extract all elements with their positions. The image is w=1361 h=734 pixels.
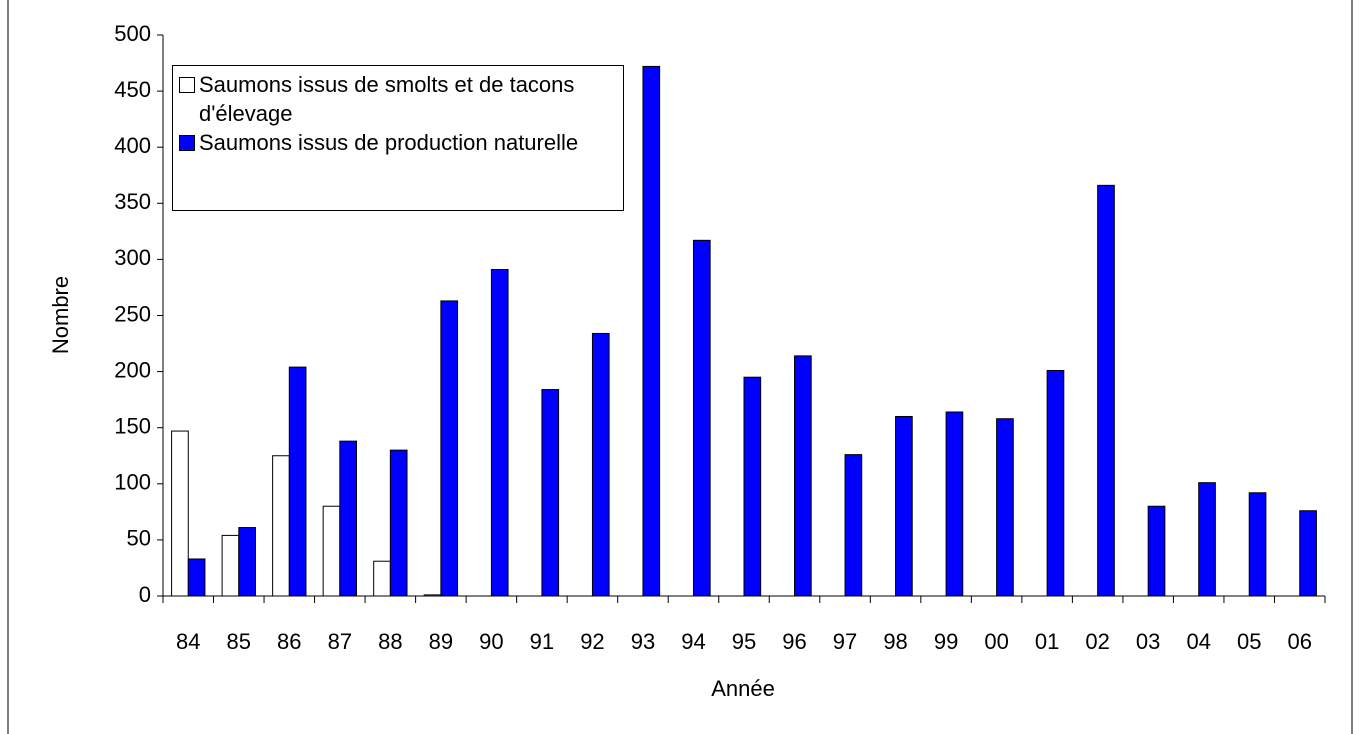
x-tick-label: 00 <box>984 629 1008 654</box>
y-tick-label: 500 <box>114 21 151 46</box>
y-tick-label: 0 <box>139 582 151 607</box>
x-tick-label: 93 <box>631 629 655 654</box>
bar <box>187 558 206 597</box>
y-tick-label: 400 <box>114 133 151 158</box>
x-tick-label: 03 <box>1136 629 1160 654</box>
bar <box>642 65 661 597</box>
x-tick-label: 86 <box>277 629 301 654</box>
legend-swatch <box>179 77 195 93</box>
bar <box>339 440 357 597</box>
x-tick-label: 02 <box>1085 629 1109 654</box>
bar <box>895 415 913 597</box>
bar <box>692 239 711 597</box>
legend-swatch <box>179 135 195 151</box>
y-tick-label: 350 <box>114 189 151 214</box>
x-tick-label: 92 <box>580 629 604 654</box>
y-tick-label: 150 <box>114 414 151 439</box>
legend-entry: Saumons issus de production naturelle <box>179 128 617 157</box>
x-tick-label: 97 <box>833 629 857 654</box>
bar <box>1198 482 1216 597</box>
bar <box>171 430 189 597</box>
bar <box>996 418 1014 597</box>
x-tick-label: 99 <box>934 629 958 654</box>
bar <box>221 534 240 597</box>
bar <box>591 332 610 597</box>
x-tick-label: 96 <box>782 629 806 654</box>
y-tick-label: 50 <box>127 526 151 551</box>
x-tick-label: 94 <box>681 629 705 654</box>
x-tick-label: 04 <box>1186 629 1210 654</box>
bar <box>423 594 442 597</box>
bar <box>1097 184 1115 597</box>
x-tick-label: 85 <box>227 629 251 654</box>
x-tick-label: 91 <box>530 629 554 654</box>
bar <box>844 454 863 597</box>
x-tick-label: 06 <box>1287 629 1311 654</box>
bar <box>1046 369 1065 597</box>
x-tick-label: 01 <box>1035 629 1059 654</box>
bar <box>490 268 509 597</box>
y-tick-label: 300 <box>114 245 151 270</box>
y-tick-label: 200 <box>114 357 151 382</box>
x-tick-label: 87 <box>328 629 352 654</box>
x-tick-label: 84 <box>176 629 200 654</box>
x-tick-label: 90 <box>479 629 503 654</box>
x-tick-label: 88 <box>378 629 402 654</box>
bar <box>1248 492 1267 597</box>
bar <box>794 355 812 597</box>
legend-label: Saumons issus de production naturelle <box>199 130 579 155</box>
bar <box>440 300 459 597</box>
y-axis-label: Nombre <box>48 276 73 354</box>
y-tick-label: 250 <box>114 301 151 326</box>
y-tick-label: 450 <box>114 77 151 102</box>
x-tick-label: 89 <box>429 629 453 654</box>
x-tick-label: 05 <box>1237 629 1261 654</box>
bar <box>945 411 964 597</box>
x-tick-label: 98 <box>883 629 907 654</box>
bar <box>389 449 408 597</box>
bar <box>272 455 290 597</box>
bar <box>541 389 560 597</box>
bar <box>743 376 762 597</box>
x-tick-label: 95 <box>732 629 756 654</box>
bar <box>1299 510 1317 597</box>
y-tick-label: 100 <box>114 470 151 495</box>
bar <box>238 527 256 597</box>
bar <box>288 366 307 597</box>
bar <box>1147 505 1166 597</box>
legend-entry: Saumons issus de smolts et de tacons d'é… <box>179 70 617 128</box>
bar <box>322 505 341 597</box>
x-axis-label: Année <box>711 676 775 701</box>
bar <box>373 560 391 597</box>
legend-label: Saumons issus de smolts et de tacons d'é… <box>199 72 575 126</box>
legend: Saumons issus de smolts et de tacons d'é… <box>172 65 624 211</box>
